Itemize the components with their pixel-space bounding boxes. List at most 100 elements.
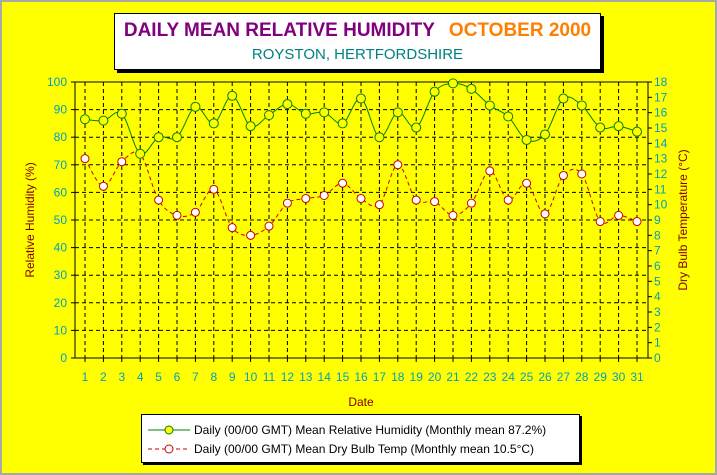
left-tick-label: 90	[54, 103, 68, 117]
temperature-point	[356, 194, 366, 204]
humidity-point	[411, 122, 422, 133]
x-tick-label: 16	[354, 370, 368, 384]
right-tick-label: 8	[654, 228, 661, 242]
x-tick-label: 29	[594, 370, 608, 384]
right-tick-label: 4	[654, 290, 661, 304]
humidity-point	[429, 86, 440, 97]
humidity-point	[153, 132, 164, 143]
temperature-point	[246, 230, 256, 240]
legend-swatch-humidity	[148, 425, 190, 435]
right-tick-label: 6	[654, 259, 661, 273]
x-tick-label: 5	[155, 370, 162, 384]
temperature-point	[503, 195, 513, 205]
humidity-point	[245, 121, 256, 132]
right-tick-label: 11	[654, 182, 667, 196]
x-tick-label: 22	[465, 370, 479, 384]
x-tick-label: 1	[82, 370, 89, 384]
x-tick-label: 25	[520, 370, 534, 384]
humidity-point	[632, 126, 642, 137]
x-tick-label: 13	[299, 370, 313, 384]
humidity-point	[374, 132, 385, 143]
left-axis: 0 10 20 30 40 50 60 70 80 90 100	[47, 75, 75, 365]
right-tick-label: 13	[654, 152, 668, 166]
grid	[75, 82, 648, 358]
humidity-point	[466, 83, 477, 94]
humidity-point	[264, 110, 274, 121]
temperature-series	[80, 149, 642, 240]
temperature-point	[209, 184, 219, 194]
legend-swatch-temperature	[148, 444, 190, 454]
right-tick-label: 2	[654, 320, 661, 334]
humidity-point	[484, 100, 495, 111]
temperature-point	[338, 178, 348, 188]
x-tick-label: 15	[336, 370, 350, 384]
title-box: DAILY MEAN RELATIVE HUMIDITY OCTOBER 2000…	[114, 13, 601, 70]
x-tick-label: 28	[575, 370, 589, 384]
x-tick-label: 21	[446, 370, 460, 384]
x-tick-label: 4	[137, 370, 144, 384]
right-tick-label: 3	[654, 305, 661, 319]
right-tick-label: 14	[654, 136, 668, 150]
x-tick-label: 18	[391, 370, 405, 384]
title-line: DAILY MEAN RELATIVE HUMIDITY OCTOBER 2000	[115, 20, 600, 42]
x-tick-label: 23	[483, 370, 497, 384]
x-tick-label: 24	[502, 370, 516, 384]
x-tick-label: 2	[100, 370, 107, 384]
x-tick-label: 6	[174, 370, 181, 384]
temperature-point	[117, 157, 127, 167]
x-tick-label: 11	[263, 370, 276, 384]
temperature-point	[522, 178, 532, 188]
temperature-point	[614, 210, 624, 220]
left-tick-label: 50	[54, 213, 68, 227]
temperature-point	[154, 195, 164, 205]
humidity-point	[337, 118, 348, 129]
temperature-point	[98, 181, 108, 191]
left-tick-label: 70	[54, 158, 68, 172]
right-tick-label: 15	[654, 121, 668, 135]
temperature-point	[282, 198, 292, 208]
chart-title-month: OCTOBER 2000	[448, 20, 592, 41]
right-tick-label: 12	[654, 167, 668, 181]
x-tick-label: 9	[229, 370, 236, 384]
temperature-point	[264, 221, 274, 231]
legend-item-humidity: Daily (00/00 GMT) Mean Relative Humidity…	[142, 422, 579, 438]
right-tick-label: 10	[654, 198, 668, 212]
temperature-point	[485, 166, 495, 176]
legend: Daily (00/00 GMT) Mean Relative Humidity…	[141, 414, 580, 463]
humidity-point	[540, 129, 550, 140]
chart-subtitle: ROYSTON, HERTFORDSHIRE	[251, 46, 464, 63]
temperature-point	[227, 223, 237, 233]
right-tick-label: 7	[654, 244, 661, 258]
humidity-point	[521, 134, 532, 145]
x-tick-label: 8	[210, 370, 217, 384]
legend-item-temperature: Daily (00/00 GMT) Mean Dry Bulb Temp (Mo…	[142, 441, 579, 457]
right-tick-label: 5	[654, 274, 661, 288]
temperature-point	[319, 190, 329, 200]
x-tick-label: 19	[410, 370, 424, 384]
humidity-point	[613, 121, 624, 132]
legend-label-temperature: Daily (00/00 GMT) Mean Dry Bulb Temp (Mo…	[194, 442, 535, 456]
temperature-point	[301, 194, 311, 204]
humidity-point	[190, 101, 201, 112]
right-tick-label: 1	[654, 336, 661, 350]
left-tick-label: 100	[47, 75, 67, 89]
right-tick-label: 18	[654, 75, 668, 89]
chart-title: DAILY MEAN RELATIVE HUMIDITY	[123, 20, 435, 41]
temperature-point	[540, 209, 550, 219]
left-tick-label: 80	[54, 130, 68, 144]
left-tick-label: 40	[54, 241, 68, 255]
humidity-point	[356, 93, 366, 104]
x-tick-label: 31	[630, 370, 644, 384]
right-tick-label: 17	[654, 90, 668, 104]
left-tick-label: 10	[54, 323, 68, 337]
humidity-point	[576, 100, 587, 111]
humidity-point	[80, 114, 90, 125]
x-tick-label: 17	[373, 370, 387, 384]
humidity-point	[503, 111, 514, 122]
humidity-point	[595, 122, 606, 133]
humidity-point	[172, 132, 182, 143]
humidity-point	[319, 107, 330, 118]
